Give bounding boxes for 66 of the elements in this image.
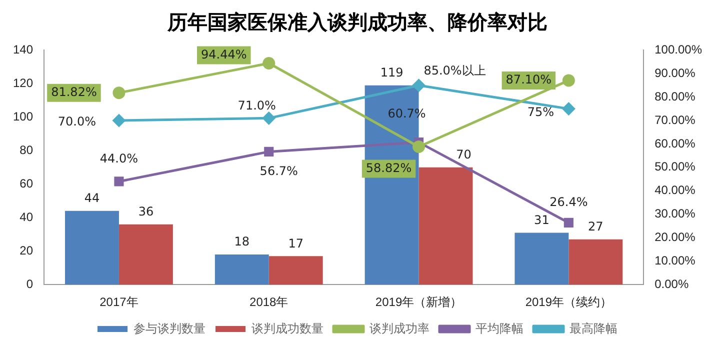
bar (118, 224, 173, 285)
y-tick-label: 60 (20, 176, 34, 190)
data-label: 85.0%以上 (424, 63, 486, 78)
bar (418, 167, 473, 285)
legend-label: 最高降幅 (570, 321, 618, 336)
data-label: 44 (84, 191, 100, 206)
y-tick-label: 20 (20, 243, 34, 258)
y2-tick-label: 90.00% (654, 66, 696, 80)
data-label: 70.0% (58, 114, 96, 129)
point (262, 56, 276, 70)
x-tick-label: 2017年 (100, 295, 138, 310)
data-label: 94.44% (200, 47, 247, 62)
point (564, 218, 574, 228)
data-label: 56.7% (260, 164, 298, 178)
data-label: 75% (527, 104, 554, 119)
data-label: 119 (380, 65, 404, 80)
data-label: 36 (138, 204, 154, 218)
bar (514, 232, 569, 285)
data-label: 87.10% (506, 72, 552, 87)
y-tick-label: 40 (20, 210, 34, 224)
x-tick-label: 2018年 (250, 295, 288, 310)
y2-tick-label: 0.00% (654, 276, 689, 291)
data-label: 17 (288, 236, 304, 250)
data-label: 81.82% (51, 84, 97, 99)
point (412, 79, 426, 92)
bar (65, 210, 119, 285)
point (112, 86, 126, 100)
point (412, 140, 426, 153)
y-tick-label: 100 (12, 109, 34, 124)
point (112, 114, 126, 127)
data-label: 70 (456, 148, 472, 162)
data-label: 31 (534, 212, 550, 227)
y2-tick-label: 20.00% (654, 230, 696, 244)
x-tick-label: 2019年（续约） (525, 295, 612, 310)
data-label: 18 (234, 234, 250, 249)
point (264, 146, 274, 156)
y-tick-label: 0 (26, 276, 34, 291)
chart-title: 历年国家医保准入谈判成功率、降价率对比 (166, 9, 548, 36)
bar (268, 256, 323, 285)
point (562, 102, 575, 116)
point (114, 176, 124, 186)
legend-label: 谈判成功数量 (252, 321, 324, 336)
data-label: 58.82% (366, 160, 412, 175)
y2-tick-label: 30.00% (654, 206, 696, 221)
bar (214, 254, 269, 285)
data-label: 44.0% (100, 152, 138, 166)
y-tick-label: 80 (20, 142, 34, 157)
y-tick-label: 140 (12, 42, 34, 57)
y2-tick-label: 70.00% (654, 112, 696, 127)
y2-tick-label: 100.00% (654, 42, 702, 57)
point (562, 74, 575, 87)
y2-tick-label: 10.00% (654, 253, 696, 268)
y-tick-label: 120 (12, 76, 34, 90)
data-label: 71.0% (238, 98, 276, 112)
data-label: 27 (588, 220, 604, 234)
legend-label: 谈判成功率 (370, 321, 430, 336)
point (262, 112, 276, 124)
legend-label: 平均降幅 (476, 321, 524, 336)
data-label: 26.4% (550, 194, 588, 209)
y2-tick-label: 50.00% (654, 160, 696, 174)
y2-tick-label: 60.00% (654, 136, 696, 150)
y2-tick-label: 80.00% (654, 89, 696, 104)
y2-tick-label: 40.00% (654, 183, 696, 198)
legend-label: 参与谈判数量 (134, 321, 206, 336)
x-tick-label: 2019年（新增） (375, 295, 462, 310)
bar (568, 239, 623, 285)
